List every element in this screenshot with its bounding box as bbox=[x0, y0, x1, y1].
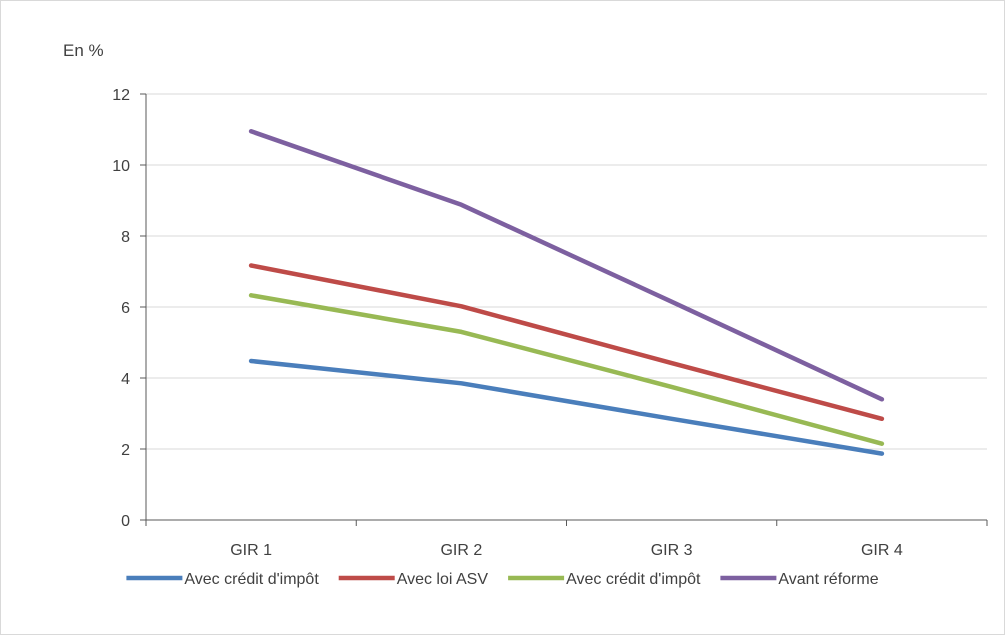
legend-item: Avant réforme bbox=[720, 571, 879, 588]
y-tick-label: 4 bbox=[121, 371, 130, 388]
y-tick-label: 10 bbox=[112, 158, 130, 175]
y-tick-label: 2 bbox=[121, 442, 130, 459]
legend: Avec crédit d'impôt Avec loi ASV Avec créd… bbox=[126, 571, 879, 588]
axes bbox=[140, 93, 988, 526]
legend-label: Avant réforme bbox=[778, 571, 878, 588]
series-line-3 bbox=[248, 293, 885, 446]
y-unit-label: En % bbox=[63, 41, 104, 60]
legend-item: Avec crédit d'impôt bbox=[508, 571, 701, 588]
legend-item: Avec crédit d'impôt bbox=[126, 571, 319, 588]
x-tick-labels: GIR 1 GIR 2 GIR 3 GIR 4 bbox=[230, 542, 903, 559]
x-tick-label: GIR 1 bbox=[230, 542, 272, 559]
y-tick-label: 8 bbox=[121, 229, 130, 246]
x-tick-label: GIR 4 bbox=[861, 542, 903, 559]
legend-label: Avec loi ASV bbox=[397, 571, 489, 588]
series-line-1 bbox=[248, 358, 885, 456]
legend-item: Avec loi ASV bbox=[338, 571, 489, 588]
x-tick-label: GIR 3 bbox=[651, 542, 693, 559]
series-line-4 bbox=[248, 129, 885, 402]
series-lines bbox=[248, 129, 885, 456]
legend-label: Avec crédit d'impôt bbox=[184, 571, 319, 588]
x-tick-label: GIR 2 bbox=[440, 542, 482, 559]
y-tick-label: 6 bbox=[121, 300, 130, 317]
y-tick-label: 0 bbox=[121, 513, 130, 530]
series-line-2 bbox=[248, 263, 885, 422]
y-tick-label: 12 bbox=[112, 87, 130, 104]
y-tick-labels: 0 2 4 6 8 10 12 bbox=[112, 87, 130, 530]
legend-label: Avec crédit d'impôt bbox=[566, 571, 701, 588]
